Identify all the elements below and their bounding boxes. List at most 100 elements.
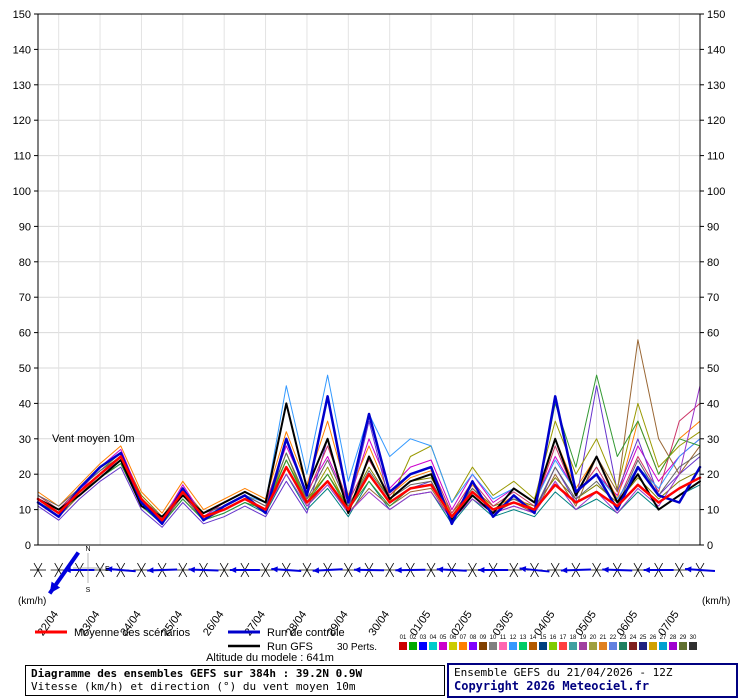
y-tick-label-left: 150 — [13, 9, 31, 21]
y-tick-label-left: 90 — [19, 221, 31, 233]
pert-color-swatch — [589, 642, 597, 650]
wind-star-spoke — [468, 562, 477, 578]
wind-arrow-head — [188, 566, 195, 573]
x-date-label: 30/04 — [367, 609, 393, 638]
x-date-label: 05/05 — [573, 609, 599, 638]
wind-arrow-head — [105, 566, 113, 573]
pert-number: 07 — [460, 635, 467, 641]
perturbation-swatches: 01 02 03 04 05 06 07 08 09 10 11 12 13 14 15 16 17 18 19 20… — [399, 635, 697, 650]
x-date-label: 04/05 — [532, 609, 558, 638]
pert-color-swatch — [479, 642, 487, 650]
series-line-member — [37, 402, 701, 518]
pert-color-swatch — [519, 642, 527, 650]
y-tick-label-right: 140 — [707, 44, 725, 56]
pert-number: 28 — [670, 635, 677, 641]
pert-number: 19 — [580, 635, 587, 641]
chart-title: Diagramme des ensembles GEFS sur 384h : … — [31, 667, 363, 680]
pert-number: 02 — [410, 635, 417, 641]
y-tick-label-right: 30 — [707, 434, 719, 446]
series-line-member — [37, 452, 701, 518]
y-tick-label-left: 110 — [13, 151, 31, 163]
chart-subtitle: Vitesse (km/h) et direction (°) du vent … — [31, 680, 356, 693]
axes: 0 0 10 10 20 20 30 30 40 40 50 50 60 60 70 70 80 80 90 90 10… — [13, 9, 726, 552]
wind-star-spoke — [178, 562, 188, 578]
pert-color-swatch — [569, 642, 577, 650]
pert-number: 27 — [660, 635, 667, 641]
unit-label-right: (km/h) — [702, 596, 730, 607]
x-date-label: 01/05 — [408, 609, 434, 638]
wind-arrow-head — [271, 566, 278, 573]
pert-number: 25 — [640, 635, 647, 641]
compass: N E S — [73, 546, 110, 594]
y-tick-label-right: 150 — [707, 9, 725, 21]
pert-number: 14 — [530, 635, 537, 641]
pert-color-swatch — [509, 642, 517, 650]
wind-arrow-head — [395, 567, 402, 574]
copyright-label: Copyright 2026 Meteociel.fr — [454, 679, 650, 693]
pert-color-swatch — [549, 642, 557, 650]
x-date-label: 26/04 — [201, 609, 227, 638]
pert-number: 08 — [470, 635, 477, 641]
wind-arrow-head — [354, 566, 361, 573]
y-tick-label-left: 120 — [13, 115, 31, 127]
legend-perts-label: 30 Perts. — [337, 642, 377, 653]
pert-number: 09 — [480, 635, 487, 641]
pert-color-swatch — [459, 642, 467, 650]
pert-number: 17 — [560, 635, 567, 641]
y-tick-label-right: 0 — [707, 540, 713, 552]
y-tick-label-left: 20 — [19, 469, 31, 481]
y-tick-label-right: 80 — [707, 257, 719, 269]
run-info-box: Ensemble GEFS du 21/04/2026 - 12Z Copyri… — [447, 663, 738, 698]
pert-color-swatch — [539, 642, 547, 650]
y-tick-label-left: 140 — [13, 44, 31, 56]
series-line-mean — [36, 455, 702, 522]
y-tick-label-left: 10 — [19, 505, 31, 517]
pert-color-swatch — [609, 642, 617, 650]
wind-arrow-head — [685, 566, 692, 573]
wind-star-spoke — [137, 562, 146, 578]
wind-arrow-head — [560, 567, 568, 574]
pert-color-swatch — [499, 642, 507, 650]
pert-number: 05 — [440, 635, 447, 641]
legend-gfs-label: Run GFS — [267, 641, 313, 653]
wind-arrow-head — [602, 566, 609, 573]
wind-star-spoke — [633, 562, 643, 578]
pert-color-swatch — [679, 642, 687, 650]
legend-control-label: Run de contrôle — [267, 627, 345, 639]
y-tick-label-left: 50 — [19, 363, 31, 375]
y-tick-label-right: 90 — [707, 221, 719, 233]
pert-color-swatch — [649, 642, 657, 650]
inplot-label: Vent moyen 10m — [52, 433, 135, 445]
y-tick-label-left: 0 — [25, 540, 31, 552]
pert-number: 16 — [550, 635, 557, 641]
x-date-label: 07/05 — [656, 609, 682, 638]
pert-number: 15 — [540, 635, 547, 641]
wind-arrow-head — [312, 567, 320, 574]
y-tick-label-left: 30 — [19, 434, 31, 446]
pert-number: 22 — [610, 635, 617, 641]
pert-color-swatch — [579, 642, 587, 650]
y-tick-label-right: 70 — [707, 292, 719, 304]
y-tick-label-right: 40 — [707, 398, 719, 410]
pert-number: 03 — [420, 635, 427, 641]
wind-star-spoke — [54, 562, 64, 578]
wind-star-spoke — [509, 562, 519, 578]
pert-number: 04 — [430, 635, 437, 641]
y-tick-label-right: 50 — [707, 363, 719, 375]
pert-number: 18 — [570, 635, 577, 641]
chart-title-box: Diagramme des ensembles GEFS sur 384h : … — [25, 665, 445, 696]
wind-arrow-head — [49, 581, 61, 594]
pert-color-swatch — [689, 642, 697, 650]
wind-star-spoke — [426, 562, 436, 578]
pert-color-swatch — [399, 642, 407, 650]
legend: Moyenne des scénarios Run de contrôle Ru… — [35, 627, 697, 664]
pert-color-swatch — [409, 642, 417, 650]
x-date-label: 27/04 — [242, 609, 268, 638]
wind-star-spoke — [219, 562, 229, 578]
model-altitude-label: Altitude du modele : 641m — [206, 652, 334, 662]
series-lines — [36, 339, 702, 528]
pert-color-swatch — [639, 642, 647, 650]
x-date-label: 06/05 — [615, 609, 641, 638]
